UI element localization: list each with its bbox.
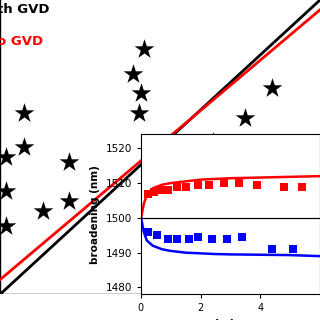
Text: o GVD: o GVD bbox=[0, 35, 43, 48]
Point bbox=[165, 188, 170, 193]
Point bbox=[225, 236, 230, 241]
Point bbox=[155, 233, 160, 238]
Point bbox=[131, 71, 136, 76]
Point bbox=[4, 155, 9, 160]
Point bbox=[152, 189, 157, 194]
Point bbox=[222, 180, 227, 186]
Point bbox=[240, 235, 245, 240]
Y-axis label: broadening (nm): broadening (nm) bbox=[90, 165, 100, 264]
Point bbox=[270, 247, 275, 252]
Point bbox=[195, 182, 200, 188]
Point bbox=[291, 247, 296, 252]
Point bbox=[186, 236, 191, 241]
Point bbox=[195, 235, 200, 240]
Point bbox=[183, 184, 188, 189]
Point bbox=[67, 199, 72, 204]
Point bbox=[282, 184, 287, 189]
Text: th GVD: th GVD bbox=[0, 3, 49, 16]
Point bbox=[174, 184, 179, 189]
Point bbox=[40, 208, 45, 213]
Point bbox=[210, 236, 215, 241]
Point bbox=[21, 145, 27, 150]
Point bbox=[21, 110, 27, 116]
Point bbox=[243, 115, 248, 120]
Point bbox=[207, 182, 212, 188]
Point bbox=[174, 236, 179, 241]
Point bbox=[173, 164, 179, 169]
Point bbox=[146, 191, 151, 196]
Point bbox=[4, 223, 9, 228]
Point bbox=[67, 159, 72, 164]
Point bbox=[4, 189, 9, 194]
Point bbox=[237, 180, 242, 186]
Point bbox=[146, 229, 151, 234]
Point bbox=[165, 236, 170, 241]
Point bbox=[158, 188, 163, 193]
Point bbox=[300, 184, 305, 189]
Point bbox=[211, 140, 216, 145]
Point bbox=[136, 110, 141, 116]
Point bbox=[141, 46, 147, 52]
Point bbox=[255, 182, 260, 188]
Point bbox=[139, 91, 144, 96]
X-axis label: coupled power: coupled power bbox=[187, 319, 274, 320]
Point bbox=[269, 86, 275, 91]
